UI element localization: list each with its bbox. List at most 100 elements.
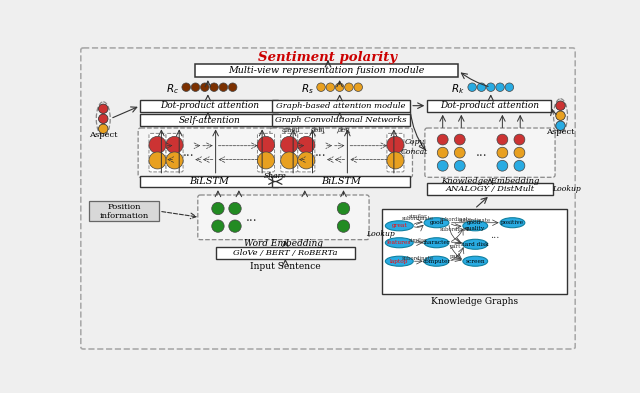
Circle shape <box>99 104 108 113</box>
Circle shape <box>212 202 224 215</box>
Circle shape <box>99 124 108 133</box>
Text: Word Embedding: Word Embedding <box>244 239 323 248</box>
Ellipse shape <box>463 256 488 266</box>
Circle shape <box>149 152 166 169</box>
Text: part: part <box>450 244 461 250</box>
Text: subordinate: subordinate <box>440 227 472 232</box>
Circle shape <box>281 152 298 169</box>
Circle shape <box>454 160 465 171</box>
Text: Knowledge Graphs: Knowledge Graphs <box>431 297 518 306</box>
Bar <box>90 201 159 221</box>
Circle shape <box>497 147 508 158</box>
Ellipse shape <box>424 218 449 228</box>
FancyBboxPatch shape <box>387 133 404 172</box>
Circle shape <box>228 83 237 92</box>
Text: computer: computer <box>422 259 451 264</box>
Text: great: great <box>392 223 407 228</box>
Ellipse shape <box>500 218 525 228</box>
Ellipse shape <box>96 102 110 136</box>
Text: character: character <box>422 240 451 245</box>
FancyBboxPatch shape <box>270 128 412 177</box>
Circle shape <box>497 134 508 145</box>
Circle shape <box>229 220 241 232</box>
Circle shape <box>514 160 525 171</box>
Circle shape <box>212 220 224 232</box>
Circle shape <box>281 136 298 153</box>
Circle shape <box>257 136 275 153</box>
Bar <box>140 99 278 112</box>
Text: ...: ... <box>246 211 258 224</box>
Text: laptop: laptop <box>390 259 408 264</box>
FancyBboxPatch shape <box>81 48 575 349</box>
Text: Copy: Copy <box>405 138 424 146</box>
Text: subordinate: subordinate <box>402 256 434 261</box>
Circle shape <box>505 83 514 92</box>
Circle shape <box>182 83 191 92</box>
Text: ...: ... <box>314 146 326 159</box>
Circle shape <box>257 152 275 169</box>
Circle shape <box>497 160 508 171</box>
Text: Lookup: Lookup <box>552 185 581 193</box>
Ellipse shape <box>424 256 449 266</box>
FancyBboxPatch shape <box>166 133 183 172</box>
Circle shape <box>387 136 404 153</box>
Circle shape <box>556 111 565 120</box>
Bar <box>428 184 553 195</box>
Bar <box>272 114 410 127</box>
Text: amod: amod <box>282 126 300 134</box>
Circle shape <box>166 152 183 169</box>
Text: good: good <box>429 220 444 225</box>
Circle shape <box>454 134 465 145</box>
Text: part: part <box>450 253 461 259</box>
Circle shape <box>345 83 353 92</box>
Bar <box>216 247 355 259</box>
Circle shape <box>387 152 404 169</box>
Circle shape <box>354 83 362 92</box>
Text: ...: ... <box>182 146 195 159</box>
Circle shape <box>99 104 108 113</box>
Ellipse shape <box>424 238 449 248</box>
Bar <box>272 176 410 187</box>
Circle shape <box>200 83 209 92</box>
Text: Input Sentence: Input Sentence <box>250 262 321 271</box>
FancyBboxPatch shape <box>138 128 281 177</box>
Ellipse shape <box>463 239 488 249</box>
Circle shape <box>486 83 495 92</box>
FancyBboxPatch shape <box>298 133 315 172</box>
Ellipse shape <box>554 99 568 132</box>
Text: dobj: dobj <box>310 126 325 134</box>
Bar <box>272 99 410 112</box>
Circle shape <box>99 114 108 123</box>
Text: positive: positive <box>501 220 524 225</box>
Text: Concat: Concat <box>401 148 428 156</box>
Text: Knowledge Embedding: Knowledge Embedding <box>441 177 539 185</box>
Circle shape <box>556 101 565 110</box>
FancyBboxPatch shape <box>425 128 555 177</box>
Circle shape <box>477 83 486 92</box>
Circle shape <box>437 160 448 171</box>
Circle shape <box>99 124 108 133</box>
Circle shape <box>514 134 525 145</box>
Text: GloVe / BERT / RoBERTa: GloVe / BERT / RoBERTa <box>233 249 338 257</box>
Circle shape <box>337 220 349 232</box>
Text: Aspect: Aspect <box>547 128 575 136</box>
Circle shape <box>166 136 183 153</box>
Circle shape <box>556 111 565 120</box>
Text: Aspect: Aspect <box>89 131 118 139</box>
Circle shape <box>337 202 349 215</box>
Text: Lookup: Lookup <box>366 230 395 237</box>
FancyBboxPatch shape <box>281 133 298 172</box>
Circle shape <box>298 136 315 153</box>
Text: $R_c$: $R_c$ <box>166 82 180 95</box>
Text: BiLSTM: BiLSTM <box>321 177 361 186</box>
Text: screen: screen <box>465 259 485 264</box>
Text: ANALOGY / DistMult: ANALOGY / DistMult <box>445 185 534 193</box>
Circle shape <box>335 83 344 92</box>
FancyBboxPatch shape <box>149 133 166 172</box>
Text: Self-attention: Self-attention <box>179 116 240 125</box>
Ellipse shape <box>385 238 413 248</box>
Text: Graph Convolutional Networks: Graph Convolutional Networks <box>275 116 407 124</box>
Text: similar: similar <box>408 238 428 243</box>
Text: features: features <box>387 240 412 245</box>
Text: Dot-product attention: Dot-product attention <box>160 101 259 110</box>
